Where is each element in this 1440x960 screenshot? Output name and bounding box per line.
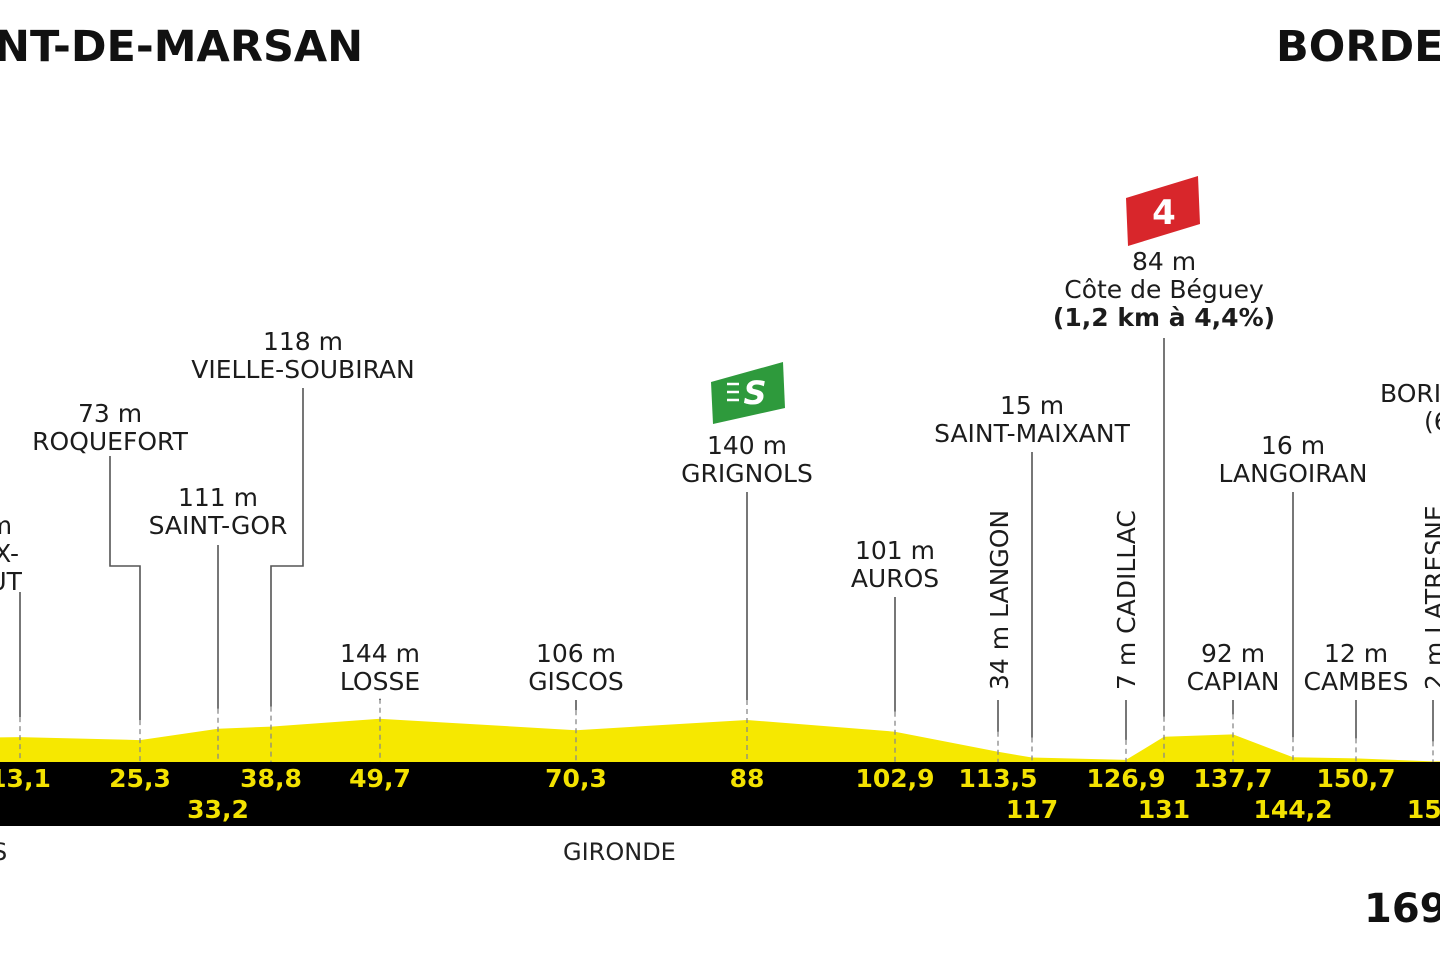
- total-distance: 169,: [1364, 886, 1440, 932]
- km-marker-label: 150,7: [1316, 764, 1396, 793]
- finish-partial-name: BORI: [1380, 379, 1440, 408]
- elevation-profile-area: [0, 718, 1440, 762]
- waypoint-altitude: 12 m: [1323, 639, 1389, 668]
- waypoint-altitude: 15 m: [999, 391, 1065, 420]
- svg-text:S: S: [743, 374, 766, 412]
- waypoint-leader-line: [270, 388, 304, 707]
- km-marker-label: 38,8: [240, 764, 302, 793]
- waypoint-label: 118 m VIELLE-SOUBIRAN: [173, 328, 433, 384]
- waypoint-label: 12 m CAMBES: [1226, 640, 1440, 696]
- waypoint-vertical-label: 34 m LANGON: [985, 509, 1014, 690]
- sprint-badge-icon: S: [711, 362, 785, 424]
- waypoint-name: GISCOS: [528, 667, 624, 696]
- km-marker-label: 70,3: [545, 764, 607, 793]
- waypoint-label: 144 m LOSSE: [250, 640, 510, 696]
- waypoint-altitude: 106 m: [535, 639, 617, 668]
- waypoint-altitude: 140 m: [706, 431, 788, 460]
- waypoint-vertical-label: 2 m LATRESNE: [1420, 505, 1440, 690]
- km-marker-label: 117: [1005, 795, 1059, 824]
- finish-partial-label: BORI (6: [1380, 380, 1440, 436]
- waypoint-altitude: 73 m: [77, 399, 143, 428]
- km-marker-label: 13,1: [0, 764, 51, 793]
- waypoint-name: CAMBES: [1303, 667, 1409, 696]
- waypoint-leader-line: [109, 456, 141, 721]
- waypoint-altitude: 111 m: [177, 483, 259, 512]
- waypoint-name: GRIGNOLS: [681, 459, 813, 488]
- km-band: [0, 762, 1440, 826]
- finish-town-title: BORDEA: [1276, 22, 1440, 72]
- km-marker-label: 102,9: [855, 764, 935, 793]
- waypoint-name: SAINT-MAIXANT: [934, 419, 1130, 448]
- km-marker-label: 144,2: [1253, 795, 1333, 824]
- waypoint-altitude: 144 m: [339, 639, 421, 668]
- climb-category-badge-icon: 4: [1126, 176, 1200, 246]
- waypoint-label: 111 m SAINT-GOR: [88, 484, 348, 540]
- km-marker-label: 33,2: [187, 795, 249, 824]
- waypoint-altitude: 33 m: [0, 512, 110, 540]
- finish-partial-altitude: (6: [1424, 407, 1440, 436]
- waypoint-name: LANGOIRAN: [1218, 459, 1368, 488]
- waypoint-name: LOSSE: [339, 667, 421, 696]
- km-marker-label: 131: [1137, 795, 1191, 824]
- waypoint-label: 15 m SAINT-MAIXANT: [902, 392, 1162, 448]
- svg-text:4: 4: [1152, 193, 1176, 233]
- waypoint-label: 106 m GISCOS: [446, 640, 706, 696]
- start-town-title: NT-DE-MARSAN: [0, 22, 364, 72]
- waypoint-name: VIELLE-SOUBIRAN: [191, 355, 415, 384]
- km-marker-label: 88: [729, 764, 765, 793]
- climb-detail: (1,2 km à 4,4%): [1052, 303, 1276, 332]
- km-marker-label: 25,3: [109, 764, 171, 793]
- waypoint-altitude: 16 m: [1260, 431, 1326, 460]
- km-marker-label: 158: [1406, 795, 1440, 824]
- waypoint-label: 101 m AUROS: [765, 537, 1025, 593]
- waypoint-label: 84 m Côte de Béguey (1,2 km à 4,4%): [1034, 248, 1294, 332]
- waypoint-altitude: 101 m: [854, 536, 936, 565]
- waypoint-name: SAINT-GOR: [148, 511, 288, 540]
- waypoint-altitude: 92 m: [1200, 639, 1266, 668]
- waypoint-name: AUROS: [850, 564, 940, 593]
- km-marker-label: 49,7: [349, 764, 411, 793]
- waypoint-altitude: 118 m: [262, 327, 344, 356]
- km-marker-label: 126,9: [1086, 764, 1166, 793]
- region-label-gironde: GIRONDE: [563, 838, 676, 866]
- waypoint-name: NENX-: [0, 539, 20, 568]
- waypoint-name: Côte de Béguey: [1064, 275, 1264, 304]
- region-label-landes: S: [0, 838, 7, 866]
- waypoint-name: RÉAUT: [0, 567, 22, 596]
- waypoint-label: 140 m GRIGNOLS: [617, 432, 877, 488]
- waypoint-label: 73 m ROQUEFORT: [0, 400, 240, 456]
- waypoint-label: 16 m LANGOIRAN: [1163, 432, 1423, 488]
- waypoint-label: 92 m CAPIAN: [1103, 640, 1363, 696]
- waypoint-name: ROQUEFORT: [32, 427, 188, 456]
- waypoint-label: 33 mNENX-RÉAUT: [0, 512, 110, 596]
- km-marker-label: 137,7: [1193, 764, 1273, 793]
- waypoint-altitude: 84 m: [1131, 247, 1197, 276]
- waypoint-name: CAPIAN: [1186, 667, 1280, 696]
- km-marker-label: 113,5: [958, 764, 1038, 793]
